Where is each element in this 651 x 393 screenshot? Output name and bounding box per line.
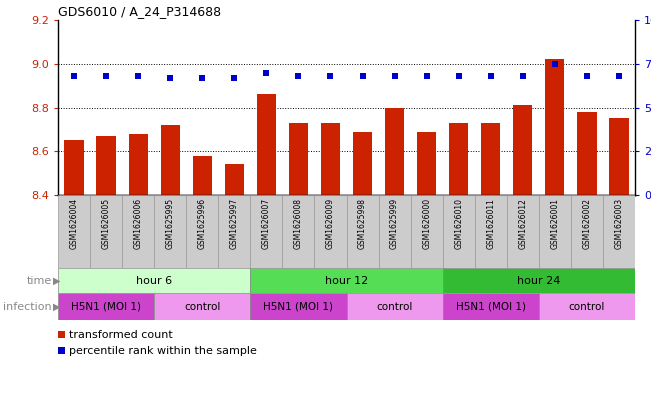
Point (133, 73, 143, 79)
Text: GSM1626002: GSM1626002 (583, 198, 591, 249)
Bar (321, 123, 340, 195)
Bar (481, 123, 501, 195)
Text: ▶: ▶ (53, 301, 61, 312)
Bar (506, 195, 539, 268)
Bar (475, 195, 506, 268)
Bar (449, 123, 468, 195)
Text: GSM1626011: GSM1626011 (486, 198, 495, 249)
Bar (546, 59, 564, 195)
Bar (346, 293, 443, 320)
Bar (443, 195, 475, 268)
Bar (90, 195, 122, 268)
Bar (251, 293, 346, 320)
Point (357, 73, 368, 79)
Bar (161, 125, 180, 195)
Bar (256, 94, 276, 195)
Text: GSM1625997: GSM1625997 (230, 198, 239, 249)
Bar (58, 347, 65, 354)
Bar (64, 140, 83, 195)
Point (582, 73, 592, 79)
Bar (609, 118, 629, 195)
Text: ▶: ▶ (53, 275, 61, 285)
Bar (314, 195, 346, 268)
Text: GSM1626001: GSM1626001 (550, 198, 559, 249)
Text: control: control (569, 301, 605, 312)
Bar (513, 105, 533, 195)
Bar (58, 293, 154, 320)
Bar (577, 112, 596, 195)
Point (101, 73, 111, 79)
Bar (539, 195, 571, 268)
Bar (443, 268, 635, 293)
Text: GDS6010 / A_24_P314688: GDS6010 / A_24_P314688 (58, 5, 221, 18)
Point (421, 73, 432, 79)
Text: GSM1626003: GSM1626003 (615, 198, 624, 249)
Text: control: control (184, 301, 221, 312)
Text: H5N1 (MOI 1): H5N1 (MOI 1) (71, 301, 141, 312)
Text: GSM1625996: GSM1625996 (198, 198, 207, 249)
Bar (417, 132, 436, 195)
Bar (385, 108, 404, 195)
Text: GSM1625999: GSM1625999 (390, 198, 399, 249)
Text: control: control (376, 301, 413, 312)
Bar (128, 134, 148, 195)
Text: GSM1626009: GSM1626009 (326, 198, 335, 249)
Bar (193, 156, 212, 195)
Bar (289, 123, 308, 195)
Bar (58, 268, 251, 293)
Point (326, 73, 336, 79)
Point (69, 73, 79, 79)
Bar (251, 195, 283, 268)
Bar (251, 268, 443, 293)
Text: GSM1626008: GSM1626008 (294, 198, 303, 249)
Point (389, 73, 400, 79)
Point (614, 73, 624, 79)
Point (165, 75, 175, 81)
Point (549, 61, 560, 67)
Bar (154, 293, 251, 320)
Bar (154, 195, 186, 268)
Bar (571, 195, 603, 268)
Text: GSM1626010: GSM1626010 (454, 198, 464, 249)
Bar (186, 195, 218, 268)
Text: GSM1626012: GSM1626012 (518, 198, 527, 249)
Bar (378, 195, 411, 268)
Point (486, 73, 496, 79)
Text: GSM1626006: GSM1626006 (133, 198, 143, 249)
Text: hour 6: hour 6 (136, 275, 173, 285)
Bar (603, 195, 635, 268)
Bar (443, 293, 539, 320)
Text: hour 24: hour 24 (517, 275, 561, 285)
Bar (539, 293, 635, 320)
Text: GSM1626000: GSM1626000 (422, 198, 431, 249)
Bar (58, 331, 65, 338)
Text: GSM1626005: GSM1626005 (102, 198, 111, 249)
Bar (96, 136, 116, 195)
Bar (58, 195, 90, 268)
Text: GSM1626007: GSM1626007 (262, 198, 271, 249)
Text: H5N1 (MOI 1): H5N1 (MOI 1) (456, 301, 526, 312)
Bar (353, 132, 372, 195)
Text: GSM1626004: GSM1626004 (70, 198, 79, 249)
Text: GSM1625998: GSM1625998 (358, 198, 367, 249)
Point (454, 73, 464, 79)
Bar (346, 195, 378, 268)
Point (293, 73, 303, 79)
Bar (218, 195, 251, 268)
Text: transformed count: transformed count (69, 329, 173, 340)
Bar (122, 195, 154, 268)
Point (261, 69, 271, 75)
Text: time: time (26, 275, 51, 285)
Text: infection: infection (3, 301, 51, 312)
Point (197, 75, 208, 81)
Text: GSM1625995: GSM1625995 (166, 198, 174, 249)
Bar (225, 164, 244, 195)
Point (518, 73, 528, 79)
Bar (283, 195, 314, 268)
Text: hour 12: hour 12 (325, 275, 368, 285)
Text: percentile rank within the sample: percentile rank within the sample (69, 345, 257, 356)
Bar (411, 195, 443, 268)
Point (229, 75, 240, 81)
Text: H5N1 (MOI 1): H5N1 (MOI 1) (264, 301, 333, 312)
